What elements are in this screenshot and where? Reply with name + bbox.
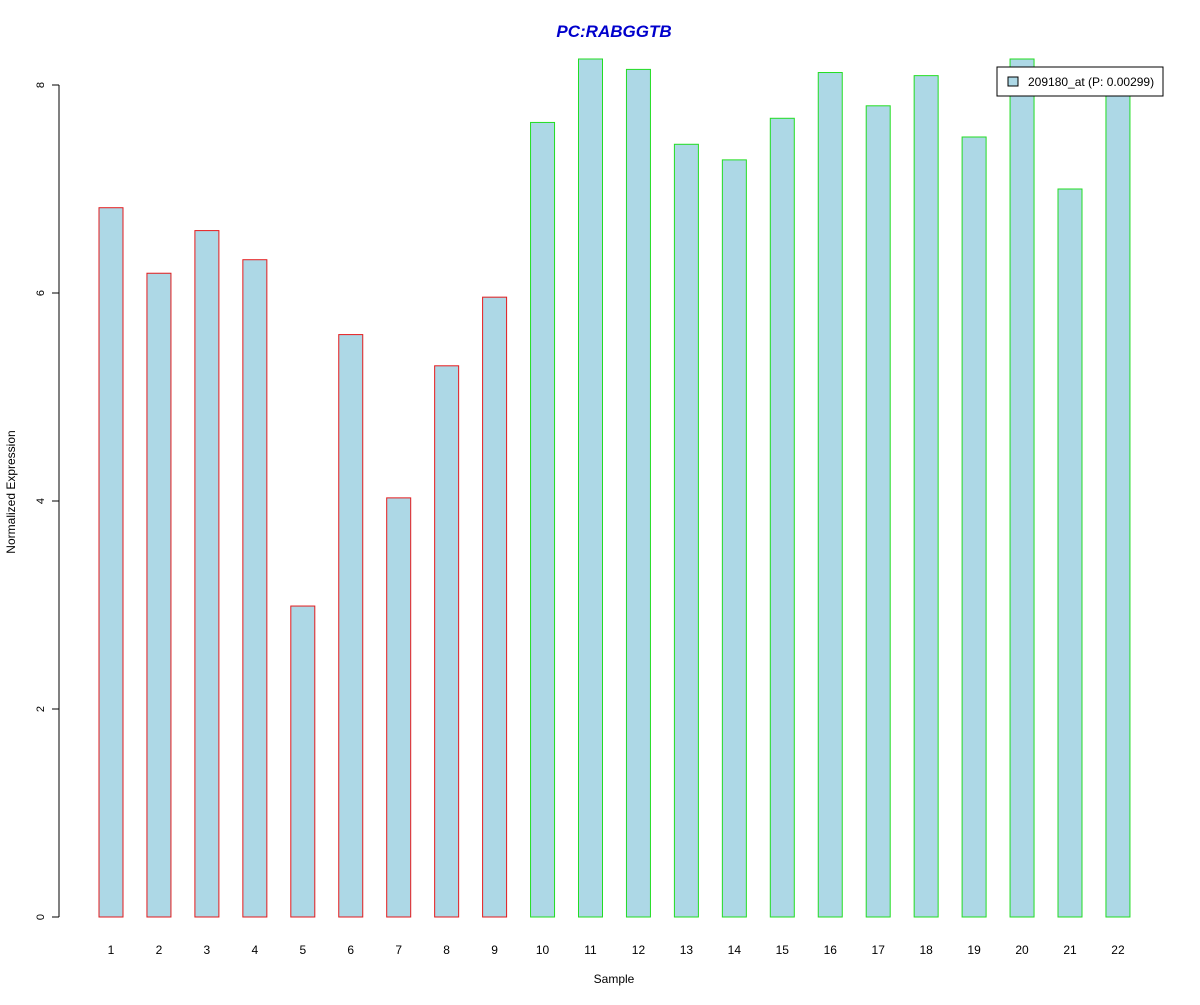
y-axis-label: Normalized Expression [4,430,18,553]
bar-sample-17 [865,105,891,918]
bar-sample-12 [625,68,651,918]
x-tick-label: 20 [1015,943,1029,957]
x-tick-label: 2 [156,943,163,957]
x-tick-label: 13 [680,943,694,957]
legend-swatch [1007,76,1019,87]
x-tick-label: 17 [872,943,886,957]
x-tick-label: 16 [824,943,838,957]
x-tick-label: 6 [347,943,354,957]
x-tick-label: 9 [491,943,498,957]
x-tick-label: 14 [728,943,742,957]
x-tick-label: 1 [108,943,115,957]
bar-sample-20 [1009,58,1035,918]
x-tick-label: 11 [584,943,597,957]
bars-group [98,58,1131,918]
y-tick-label: 8 [35,82,47,88]
x-tick-label: 19 [967,943,981,957]
bar-sample-21 [1057,188,1083,918]
x-tick-label: 4 [252,943,259,957]
x-tick-label: 15 [776,943,790,957]
x-tick-label: 8 [443,943,450,957]
bar-sample-5 [290,605,316,918]
bar-sample-14 [721,159,747,918]
x-tick-label: 18 [919,943,933,957]
bar-sample-9 [482,296,508,918]
bar-sample-6 [338,334,364,918]
legend-box [996,66,1164,97]
x-tick-label: 3 [204,943,211,957]
bar-sample-10 [530,121,556,918]
bar-sample-8 [434,365,460,918]
bar-sample-22 [1105,84,1131,918]
x-tick-label: 10 [536,943,550,957]
bar-sample-2 [146,272,172,918]
bar-sample-18 [913,75,939,918]
x-tick-label: 22 [1111,943,1125,957]
x-tick-label: 5 [299,943,306,957]
bar-sample-15 [769,117,795,918]
y-tick-label: 6 [35,290,47,296]
chart-title: PC:RABGGTB [556,22,671,41]
bar-sample-16 [817,72,843,918]
bar-sample-7 [386,497,412,918]
x-axis-label: Sample [594,972,635,986]
x-tick-label: 21 [1063,943,1077,957]
y-tick-label: 2 [35,706,47,712]
bar-sample-19 [961,136,987,918]
bar-sample-11 [578,58,603,918]
bar-sample-13 [673,143,699,918]
legend-label: 209180_at (P: 0.00299) [1028,75,1154,89]
y-axis: 0 2 4 6 8 [35,82,60,920]
bar-sample-3 [194,230,220,918]
y-tick-label: 0 [35,914,47,920]
y-tick-label: 4 [35,498,47,504]
x-tick-labels: 1 2 3 4 5 6 7 8 9 10 11 12 13 14 15 16 17 18 19 20 21 22 [108,943,1125,957]
x-tick-label: 12 [632,943,646,957]
legend: 209180_at (P: 0.00299) [996,66,1164,97]
x-tick-label: 7 [395,943,402,957]
bar-sample-1 [98,207,124,918]
bar-sample-4 [242,259,268,918]
